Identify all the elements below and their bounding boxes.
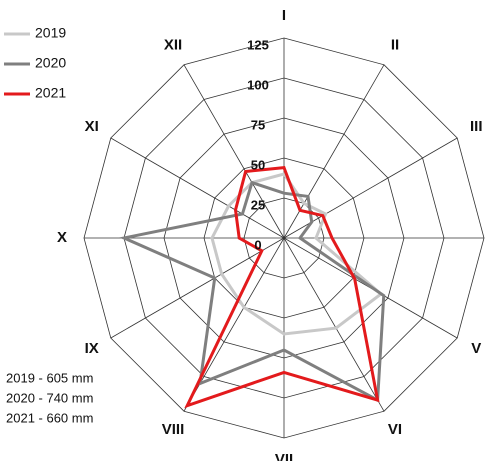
category-label: XII	[164, 37, 182, 54]
spoke	[283, 237, 385, 412]
spoke	[283, 64, 385, 239]
r-tick-label: 50	[251, 157, 265, 172]
annotation: 2019 - 605 mm	[6, 370, 93, 385]
series-line	[119, 180, 386, 403]
category-label: III	[470, 118, 483, 135]
category-label: IX	[85, 340, 99, 357]
category-label: V	[471, 340, 481, 357]
series-line	[184, 165, 380, 409]
series-line	[210, 172, 384, 336]
category-label: X	[57, 229, 67, 246]
category-label: VII	[275, 451, 293, 461]
category-label: XI	[85, 118, 99, 135]
annotation: 2021 - 660 mm	[6, 410, 93, 425]
annotation: 2020 - 740 mm	[6, 390, 93, 405]
legend-label: 2019	[35, 25, 66, 41]
r-tick-label: 75	[251, 117, 265, 132]
spoke	[110, 137, 285, 239]
r-tick-label: 125	[247, 37, 269, 52]
r-tick-label: 25	[251, 197, 265, 212]
category-label: I	[282, 7, 286, 24]
r-tick-label: 100	[247, 77, 269, 92]
spoke	[183, 64, 285, 239]
spoke	[110, 237, 285, 339]
r-tick-label: 0	[254, 237, 261, 252]
legend-label: 2020	[35, 55, 66, 71]
category-label: VIII	[162, 421, 185, 438]
category-label: II	[391, 37, 399, 54]
category-label: VI	[388, 421, 402, 438]
legend-label: 2021	[35, 85, 66, 101]
